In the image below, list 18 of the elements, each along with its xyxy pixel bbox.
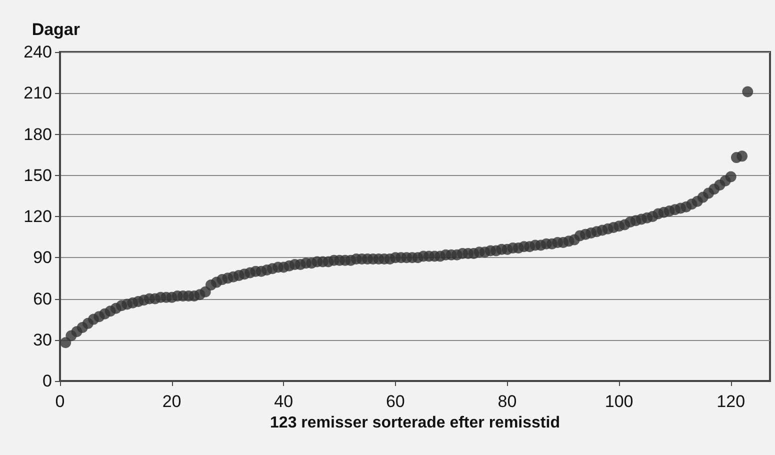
y-tick-label: 30 [33, 330, 52, 350]
x-axis-title: 123 remisser sorterade efter remisstid [270, 414, 560, 432]
y-tick-label: 60 [33, 289, 52, 308]
y-tick-label: 0 [42, 372, 52, 390]
y-tick-label: 240 [24, 42, 52, 62]
x-tick-label: 0 [55, 392, 65, 411]
y-axis-title: Dagar [32, 20, 80, 39]
y-tick-label: 210 [24, 84, 52, 103]
x-tick-label: 120 [716, 392, 746, 411]
y-tick-label: 120 [24, 207, 52, 226]
x-tick-label: 60 [386, 392, 405, 411]
x-tick-label: 40 [274, 392, 294, 411]
y-tick-label: 150 [24, 166, 52, 185]
y-tick-label: 90 [33, 248, 52, 268]
y-tick-label: 180 [24, 124, 52, 144]
x-tick-label: 20 [162, 392, 182, 411]
x-tick-label: 80 [498, 392, 517, 411]
x-tick-label: 100 [604, 392, 634, 411]
